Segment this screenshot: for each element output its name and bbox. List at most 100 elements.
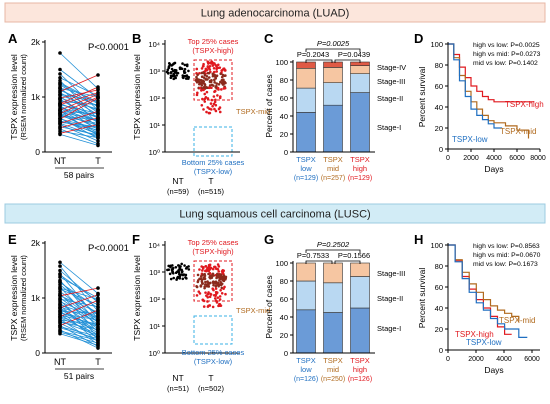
stage-label-c-3: Stage-III bbox=[377, 77, 405, 86]
ylabel-g: Percent of cases bbox=[264, 275, 274, 338]
ylabel-c: Percent of cases bbox=[264, 74, 274, 137]
nt-point-b-29 bbox=[187, 69, 190, 73]
pair-line-a-50 bbox=[59, 96, 99, 114]
bracket-g-left bbox=[305, 260, 333, 264]
nt-point-f-28 bbox=[174, 271, 178, 275]
panel-letter-a: A bbox=[8, 31, 18, 46]
ylabel-b: TSPX expression level bbox=[132, 54, 142, 140]
t-point-b-47 bbox=[196, 73, 199, 77]
t-point-f-178 bbox=[207, 304, 210, 308]
t-point-b-170 bbox=[202, 88, 205, 92]
nt-point-f-31 bbox=[178, 277, 182, 280]
t-point-f-173 bbox=[218, 295, 222, 298]
pair-point-nt-a-3 bbox=[58, 72, 62, 76]
nt-point-b-54 bbox=[186, 75, 190, 79]
pair-point-t-e-42 bbox=[96, 334, 100, 339]
xtick-b-t: T bbox=[208, 176, 213, 186]
pair-line-a-51 bbox=[59, 97, 99, 120]
pair-line-e-50 bbox=[59, 319, 99, 325]
pair-line-e-15 bbox=[59, 301, 99, 318]
sig-brackets-g bbox=[305, 249, 361, 264]
pair-point-nt-e-43 bbox=[58, 329, 62, 333]
pair-line-e-44 bbox=[59, 333, 99, 346]
pair-point-nt-a-36 bbox=[58, 86, 62, 90]
survival-curve-h-tspx-low bbox=[448, 244, 528, 338]
t-point-b-157 bbox=[196, 91, 199, 95]
t-point-b-35 bbox=[215, 70, 218, 73]
group-c-low-l1: TSPX bbox=[296, 155, 316, 164]
t-point-b-175 bbox=[214, 98, 217, 102]
nt-point-b-42 bbox=[179, 67, 183, 70]
ytick-label-d-3: 60 bbox=[435, 82, 443, 91]
t-point-f-93 bbox=[203, 286, 206, 290]
nt-point-b-51 bbox=[172, 77, 176, 81]
curve-label-d-mid: TSPX-mid bbox=[500, 127, 536, 136]
t-point-f-163 bbox=[197, 290, 201, 293]
nt-point-b-53 bbox=[167, 65, 171, 69]
stat-d-0: high vs low: P=0.0025 bbox=[473, 42, 540, 49]
ytick-label-b-1: 10¹ bbox=[149, 121, 160, 130]
pair-line-e-14 bbox=[59, 299, 99, 337]
t-point-f-168 bbox=[224, 292, 227, 296]
t-point-f-94 bbox=[219, 281, 222, 284]
bar-c-0-stage-2 bbox=[296, 87, 316, 113]
pair-point-t-a-54 bbox=[96, 85, 100, 89]
nt-point-f-4 bbox=[183, 264, 186, 267]
t-point-b-68 bbox=[211, 72, 215, 76]
t-point-b-58 bbox=[205, 75, 209, 78]
pair-point-nt-a-4 bbox=[58, 75, 62, 80]
t-point-b-146 bbox=[214, 109, 218, 113]
pair-line-e-4 bbox=[59, 276, 99, 299]
pair-point-nt-a-50 bbox=[58, 111, 62, 116]
bottom-label-f-1: Bottom 25% cases bbox=[182, 348, 245, 357]
t-point-b-124 bbox=[206, 78, 209, 81]
pair-line-e-32 bbox=[59, 281, 99, 316]
t-point-f-12 bbox=[198, 268, 201, 271]
nt-point-b-26 bbox=[185, 64, 189, 68]
pair-line-a-46 bbox=[59, 120, 99, 131]
nt-point-b-34 bbox=[172, 62, 176, 65]
t-point-b-34 bbox=[212, 70, 216, 74]
t-point-b-173 bbox=[205, 110, 208, 114]
t-point-b-36 bbox=[220, 69, 224, 72]
pair-point-nt-a-56 bbox=[58, 108, 62, 112]
pair-point-nt-e-1 bbox=[58, 264, 62, 268]
pair-point-t-e-49 bbox=[96, 318, 100, 322]
bar-c-1-stage-1 bbox=[323, 104, 343, 153]
nt-point-f-5 bbox=[172, 276, 176, 280]
ytick-label-c-1: 20 bbox=[280, 130, 288, 139]
nt-point-b-43 bbox=[183, 67, 187, 71]
t-point-f-36 bbox=[217, 270, 221, 273]
pair-line-e-39 bbox=[59, 314, 99, 325]
t-point-b-2 bbox=[211, 64, 215, 67]
nt-point-b-44 bbox=[182, 74, 186, 78]
t-point-b-97 bbox=[219, 72, 223, 76]
nt-point-f-37 bbox=[184, 267, 188, 270]
banner-luad-bg bbox=[4, 2, 546, 23]
pair-point-t-a-46 bbox=[96, 128, 100, 132]
t-point-b-18 bbox=[218, 66, 222, 69]
ytick-label-g-0: 0 bbox=[284, 349, 288, 358]
pair-line-a-4 bbox=[59, 77, 99, 97]
pair-point-nt-e-45 bbox=[58, 306, 62, 310]
t-point-f-35 bbox=[204, 269, 207, 273]
stage-label-g-2: Stage-II bbox=[377, 294, 403, 303]
nt-point-b-4 bbox=[170, 67, 174, 71]
t-point-f-96 bbox=[206, 280, 209, 283]
pair-point-nt-e-44 bbox=[58, 331, 62, 336]
xtick-a-nt: NT bbox=[54, 156, 66, 166]
ytick-label-b-3: 10³ bbox=[149, 67, 160, 76]
t-point-b-116 bbox=[203, 86, 206, 89]
box-bottom25-f bbox=[193, 315, 233, 345]
t-point-f-50 bbox=[219, 273, 223, 276]
pair-line-e-28 bbox=[59, 327, 99, 340]
t-point-f-88 bbox=[200, 280, 204, 283]
bar-c-2-stage-2 bbox=[350, 73, 370, 93]
group-c-high-l1: TSPX bbox=[350, 155, 370, 164]
bar-c-0-stage-3 bbox=[296, 68, 316, 89]
pair-line-a-30 bbox=[59, 124, 99, 142]
t-point-f-152 bbox=[218, 298, 222, 301]
stat-h-2: mid vs low: P=0.1673 bbox=[473, 261, 538, 268]
pair-line-e-36 bbox=[59, 304, 99, 319]
t-point-f-121 bbox=[215, 276, 218, 280]
